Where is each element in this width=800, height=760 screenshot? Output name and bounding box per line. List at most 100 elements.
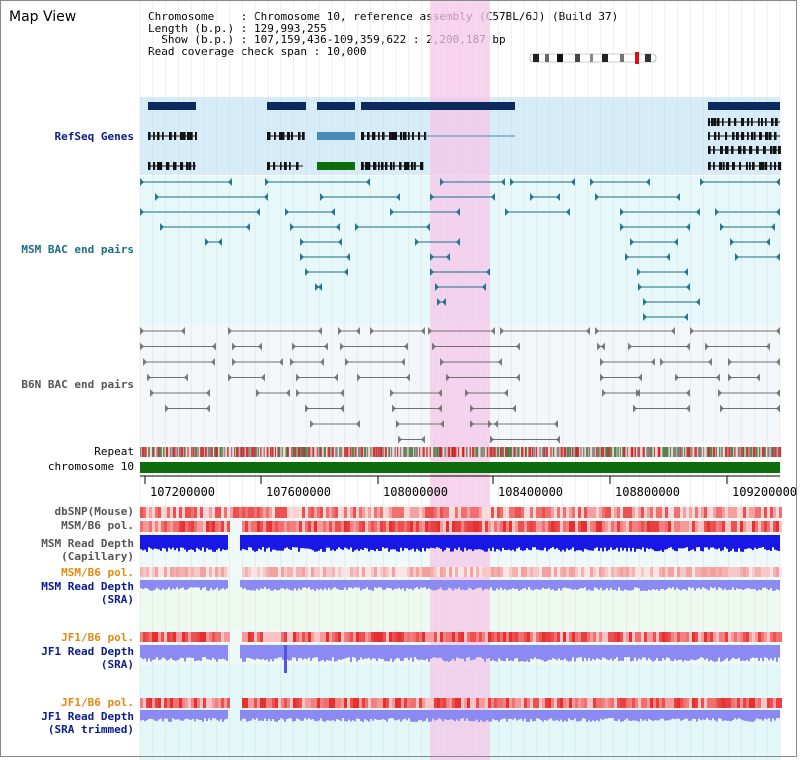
msm-read-depth-capillary-bar [514,535,516,552]
jf1-read-depth-sra-bar [248,645,250,658]
dbsnp-heatstrip-cell [503,507,506,518]
track-label-jf1-depth-trimmed[interactable]: JF1 Read Depth [41,710,134,723]
msm-b6-pol-2-heatstrip-cell [317,567,320,577]
msm-b6-pol-heatstrip-cell [518,521,521,532]
repeat-element [552,447,555,457]
msm-read-depth-capillary-bar [594,535,596,549]
jf1-read-depth-sra-bar [356,645,358,662]
jf1-read-depth-sra-bar [696,645,698,660]
msm-b6-pol-heatstrip-cell [524,521,527,532]
msm-b6-pol-2-heatstrip-cell [212,567,215,577]
jf1-read-depth-sra-bar [482,645,484,660]
jf1-read-depth-sra-bar [714,645,716,662]
dbsnp-heatstrip-cell [557,507,560,518]
dbsnp-heatstrip-cell [491,507,494,518]
msm-read-depth-capillary-bar [458,535,460,548]
jf1-b6-pol-2-heatstrip-cell [542,698,545,708]
jf1-read-depth-trimmed-bar [738,710,740,719]
dbsnp-heatstrip-cell [575,507,578,518]
msm-b6-pol-2-heatstrip-cell [497,567,500,577]
jf1-read-depth-sra-bar [358,645,360,660]
jf1-read-depth-trimmed-bar [398,710,400,720]
msm-b6-pol-heatstrip-cell [569,521,572,532]
msm-read-depth-sra-bar [484,580,486,589]
msm-b6-pol-2-heatstrip-cell [569,567,572,577]
gene-model-exon [284,162,287,170]
msm-read-depth-sra-bar [622,580,624,591]
repeat-element [684,447,686,457]
track-label-jf1-b6-pol-2[interactable]: JF1/B6 pol. [61,696,134,709]
msm-read-depth-capillary-bar [192,535,194,550]
jf1-b6-pol-heatstrip-cell [266,632,269,642]
gene-model-exon [761,118,763,126]
msm-read-depth-capillary-bar [208,535,210,550]
jf1-read-depth-trimmed-bar [486,710,488,721]
jf1-b6-pol-2-heatstrip-cell [602,698,605,708]
jf1-b6-pol-heatstrip-cell [299,632,302,642]
msm-read-depth-capillary-bar [204,535,206,552]
jf1-read-depth-trimmed-bar [204,710,206,719]
track-label-b6n-bac-end-pairs[interactable]: B6N BAC end pairs [21,378,134,391]
b6n-bac-pair-end [356,327,360,335]
msm-b6-pol-2-heatstrip-cell [413,567,416,577]
b6n-bac-pair-end [232,358,236,366]
repeat-element [709,447,713,457]
msm-read-depth-sra-bar [468,580,470,588]
track-label-msm-depth-sra[interactable]: MSM Read Depth [41,580,134,593]
track-label-dbsnp[interactable]: dbSNP(Mouse) [54,505,134,518]
dbsnp-heatstrip-cell [509,507,512,518]
jf1-read-depth-sra-bar [544,645,546,662]
jf1-read-depth-sra-bar [154,645,156,660]
jf1-b6-pol-2-heatstrip-cell [254,698,257,708]
msm-read-depth-sra-bar [360,580,362,591]
b6n-bac-pair-end [390,389,394,397]
jf1-read-depth-trimmed-bar [612,710,614,719]
msm-b6-pol-2-heatstrip-cell [206,567,209,577]
track-label-msm-bac-end-pairs[interactable]: MSM BAC end pairs [21,243,134,256]
msm-b6-pol-2-heatstrip-cell [374,567,377,577]
b6n-bac-pair-end [490,435,494,444]
msm-read-depth-capillary-bar [284,535,286,549]
jf1-read-depth-sra-bar [770,645,772,659]
jf1-read-depth-trimmed-bar [254,710,256,720]
msm-read-depth-capillary-bar [528,535,530,550]
msm-read-depth-capillary-bar [352,535,354,552]
msm-read-depth-capillary-bar [462,535,464,552]
jf1-read-depth-sra-bar [148,645,150,659]
track-label-msm-b6-pol-2[interactable]: MSM/B6 pol. [61,566,134,579]
jf1-read-depth-sra-bar [330,645,332,661]
track-label-msm-depth-capillary[interactable]: MSM Read Depth [41,537,134,550]
msm-read-depth-capillary-bar [492,535,494,548]
track-label-jf1-b6-pol[interactable]: JF1/B6 pol. [61,631,134,644]
jf1-read-depth-trimmed-bar [568,710,570,719]
msm-bac-pair-end [776,178,780,186]
jf1-read-depth-trimmed-bar [644,710,646,720]
jf1-b6-pol-heatstrip-cell [488,632,491,642]
jf1-b6-pol-2-heatstrip-cell [605,698,608,708]
jf1-read-depth-sra-bar [750,645,752,659]
msm-b6-pol-heatstrip-cell [545,521,548,532]
msm-read-depth-sra-bar [440,580,442,588]
dbsnp-heatstrip-cell [662,507,665,518]
track-label-jf1-depth-sra[interactable]: JF1 Read Depth [41,645,134,658]
msm-read-depth-capillary-bar [746,535,748,549]
track-label-refseq-genes[interactable]: RefSeq Genes [54,130,134,143]
dbsnp-heatstrip-cell [728,507,731,518]
gene-model-exon [407,162,410,170]
msm-read-depth-capillary-bar [762,535,764,548]
repeat-element [230,447,233,457]
msm-b6-pol-heatstrip-cell [416,521,419,532]
msm-b6-pol-heatstrip-cell [773,521,776,532]
jf1-b6-pol-heatstrip-cell [527,632,530,642]
dbsnp-heatstrip-cell [287,507,290,518]
jf1-read-depth-trimmed-bar [330,710,332,721]
jf1-b6-pol-heatstrip-cell [704,632,707,642]
track-label-msm-b6-pol[interactable]: MSM/B6 pol. [61,519,134,532]
jf1-b6-pol-heatstrip-cell [284,632,287,642]
jf1-read-depth-sra-bar [206,645,208,660]
dbsnp-heatstrip-cell [752,507,755,518]
msm-b6-pol-heatstrip-cell [407,521,410,532]
msm-b6-pol-heatstrip [140,521,782,532]
msm-read-depth-sra-bar [198,580,200,588]
